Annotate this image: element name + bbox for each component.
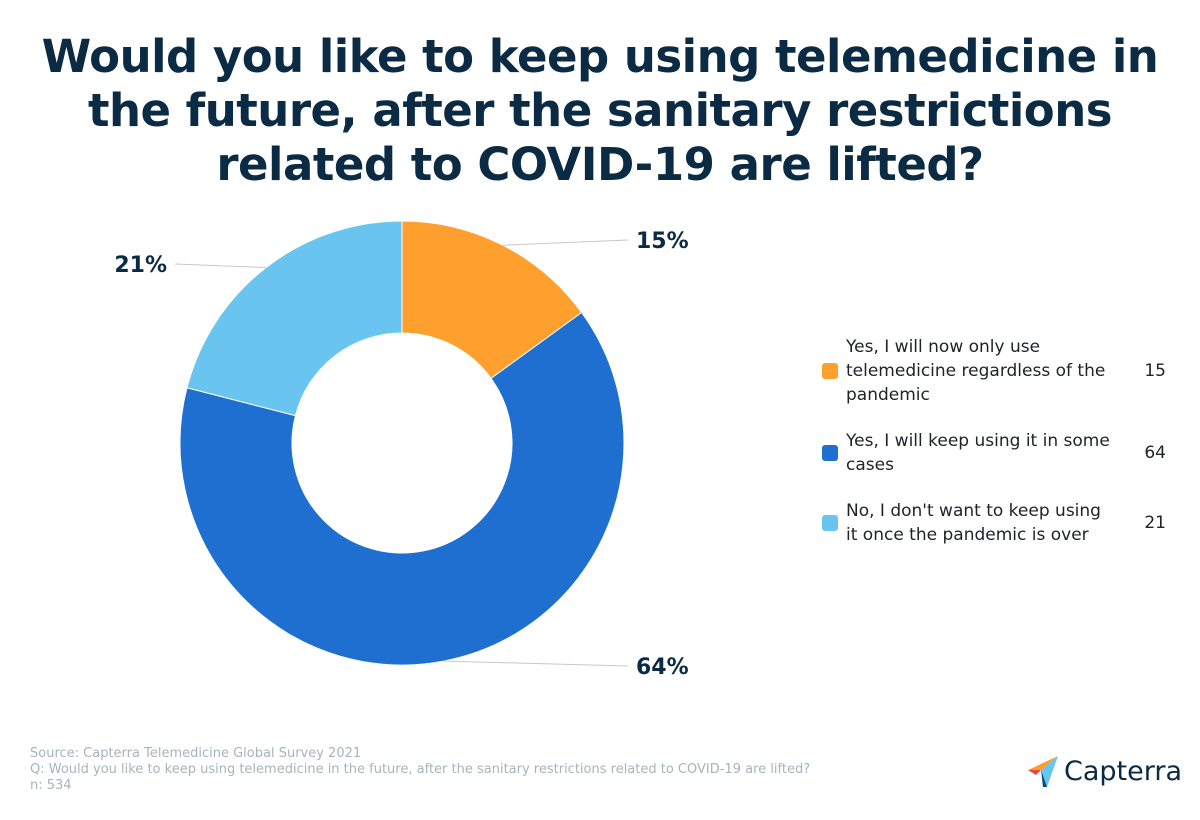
legend-item[interactable]: No, I don't want to keep using it once t… bbox=[822, 499, 1172, 547]
chart-title: Would you like to keep using telemedicin… bbox=[41, 30, 1159, 191]
leader-line bbox=[174, 263, 266, 269]
legend-label: Yes, I will now only use telemedicine re… bbox=[846, 337, 1106, 405]
source-note: Source: Capterra Telemedicine Global Sur… bbox=[30, 746, 362, 761]
footer: Source: Capterra Telemedicine Global Sur… bbox=[30, 746, 810, 794]
legend-value: 21 bbox=[1144, 513, 1166, 533]
data-label: 21% bbox=[114, 253, 167, 278]
legend-swatch bbox=[822, 363, 838, 379]
legend: Yes, I will now only use telemedicine re… bbox=[822, 335, 1172, 569]
donut-slice[interactable] bbox=[179, 311, 625, 666]
donut-slice[interactable] bbox=[401, 220, 583, 380]
capterra-logo[interactable]: Capterra bbox=[1026, 754, 1182, 788]
leader-line bbox=[502, 239, 629, 246]
sample-size-note: n: 534 bbox=[30, 778, 72, 793]
donut-slice[interactable] bbox=[186, 220, 403, 417]
legend-label: Yes, I will keep using it in some cases bbox=[846, 431, 1110, 475]
legend-swatch bbox=[822, 445, 838, 461]
legend-value: 64 bbox=[1144, 443, 1166, 463]
legend-value: 15 bbox=[1144, 361, 1166, 381]
capterra-logo-icon bbox=[1028, 756, 1058, 787]
leader-line bbox=[443, 660, 629, 667]
legend-item[interactable]: Yes, I will now only use telemedicine re… bbox=[822, 335, 1172, 407]
legend-label: No, I don't want to keep using it once t… bbox=[846, 501, 1101, 545]
data-label: 64% bbox=[636, 655, 689, 680]
data-label: 15% bbox=[636, 229, 689, 254]
capterra-wordmark: Capterra bbox=[1064, 755, 1183, 787]
legend-swatch bbox=[822, 515, 838, 531]
question-note: Q: Would you like to keep using telemedi… bbox=[30, 762, 811, 777]
legend-item[interactable]: Yes, I will keep using it in some cases … bbox=[822, 429, 1172, 477]
